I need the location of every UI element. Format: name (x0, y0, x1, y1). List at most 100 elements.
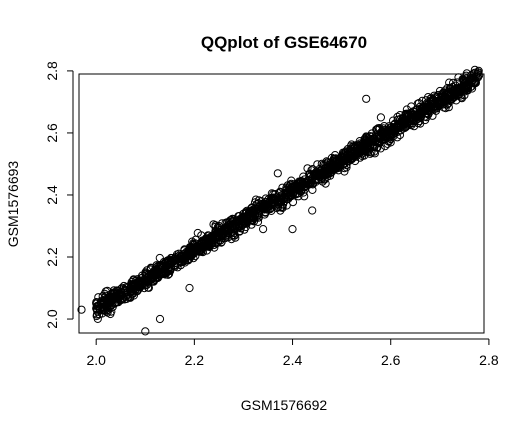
data-point (176, 252, 185, 261)
data-point (271, 195, 280, 204)
data-point (221, 234, 230, 243)
data-point (324, 162, 333, 172)
data-point (394, 121, 403, 130)
y-tick-label: 2.0 (44, 309, 60, 329)
data-point (233, 222, 242, 231)
data-points (77, 65, 484, 336)
data-point (382, 130, 391, 139)
data-point (150, 275, 159, 284)
data-point (166, 264, 176, 273)
data-point (370, 147, 379, 156)
data-point (228, 217, 237, 226)
data-point (308, 179, 318, 188)
data-point (406, 113, 415, 122)
data-point (473, 69, 482, 78)
outlier-point (416, 119, 425, 128)
data-point (299, 180, 308, 189)
data-point (241, 222, 250, 232)
data-point (457, 94, 466, 103)
data-point (433, 92, 442, 101)
data-point (352, 148, 362, 157)
data-point (241, 218, 250, 227)
data-point (233, 217, 242, 227)
data-point (438, 93, 447, 102)
data-point (401, 116, 410, 125)
data-point (444, 103, 453, 112)
data-point (317, 175, 326, 184)
data-point (93, 305, 102, 314)
data-point (104, 305, 113, 314)
data-point (278, 202, 287, 211)
data-point (393, 123, 402, 132)
x-tick-label: 2.4 (283, 352, 303, 368)
plot-area-frame (78, 73, 485, 334)
data-point (279, 194, 289, 203)
data-point (192, 246, 202, 255)
data-point (215, 233, 224, 242)
outlier-point (141, 327, 150, 336)
data-point (424, 110, 433, 119)
outlier-point (214, 221, 223, 231)
data-point (366, 149, 375, 158)
data-point (128, 289, 137, 298)
data-point (455, 86, 464, 96)
data-point (260, 205, 269, 214)
data-point (191, 235, 200, 244)
data-point (171, 261, 180, 270)
data-point (358, 144, 367, 153)
data-point (317, 159, 326, 168)
data-point (376, 144, 385, 153)
data-point (185, 243, 194, 252)
data-point (337, 155, 346, 164)
data-point (248, 206, 257, 215)
data-point (358, 149, 367, 158)
data-point (161, 262, 170, 271)
data-point (370, 134, 379, 143)
data-point (164, 265, 173, 274)
data-point (370, 149, 379, 158)
data-point (461, 83, 470, 92)
data-point (305, 169, 314, 178)
outlier-point (288, 225, 297, 234)
data-point (368, 132, 377, 141)
data-point (146, 275, 155, 284)
data-point (196, 247, 205, 256)
data-point (443, 99, 453, 108)
data-point (470, 79, 480, 88)
data-point (440, 86, 450, 95)
outlier-point (185, 283, 194, 293)
data-point (226, 216, 235, 225)
data-point (134, 280, 143, 289)
data-point (340, 167, 349, 176)
y-tick-label: 2.4 (44, 185, 60, 205)
outlier-point (362, 94, 371, 103)
data-point (100, 289, 109, 298)
outlier-point (376, 113, 385, 122)
chart-title: QQplot of GSE64670 (201, 33, 367, 52)
data-point (118, 285, 128, 294)
data-point (96, 299, 105, 308)
outlier-point (273, 169, 282, 178)
data-point (102, 307, 111, 316)
data-point (114, 292, 123, 301)
data-point (141, 269, 150, 278)
data-point (92, 311, 101, 321)
data-point (300, 185, 309, 194)
data-point (187, 245, 196, 254)
data-point (287, 183, 296, 192)
outlier-point (259, 225, 268, 234)
x-tick-label: 2.0 (86, 352, 106, 368)
data-point (169, 257, 178, 266)
data-point (266, 199, 275, 209)
y-tick-label: 2.8 (44, 61, 60, 81)
data-point (425, 104, 434, 113)
data-point (250, 214, 259, 223)
data-point (428, 96, 437, 105)
data-point (437, 98, 446, 107)
data-point (450, 85, 459, 95)
data-point (92, 299, 101, 308)
data-point (204, 235, 213, 244)
data-point (275, 187, 285, 196)
data-point (155, 261, 164, 270)
